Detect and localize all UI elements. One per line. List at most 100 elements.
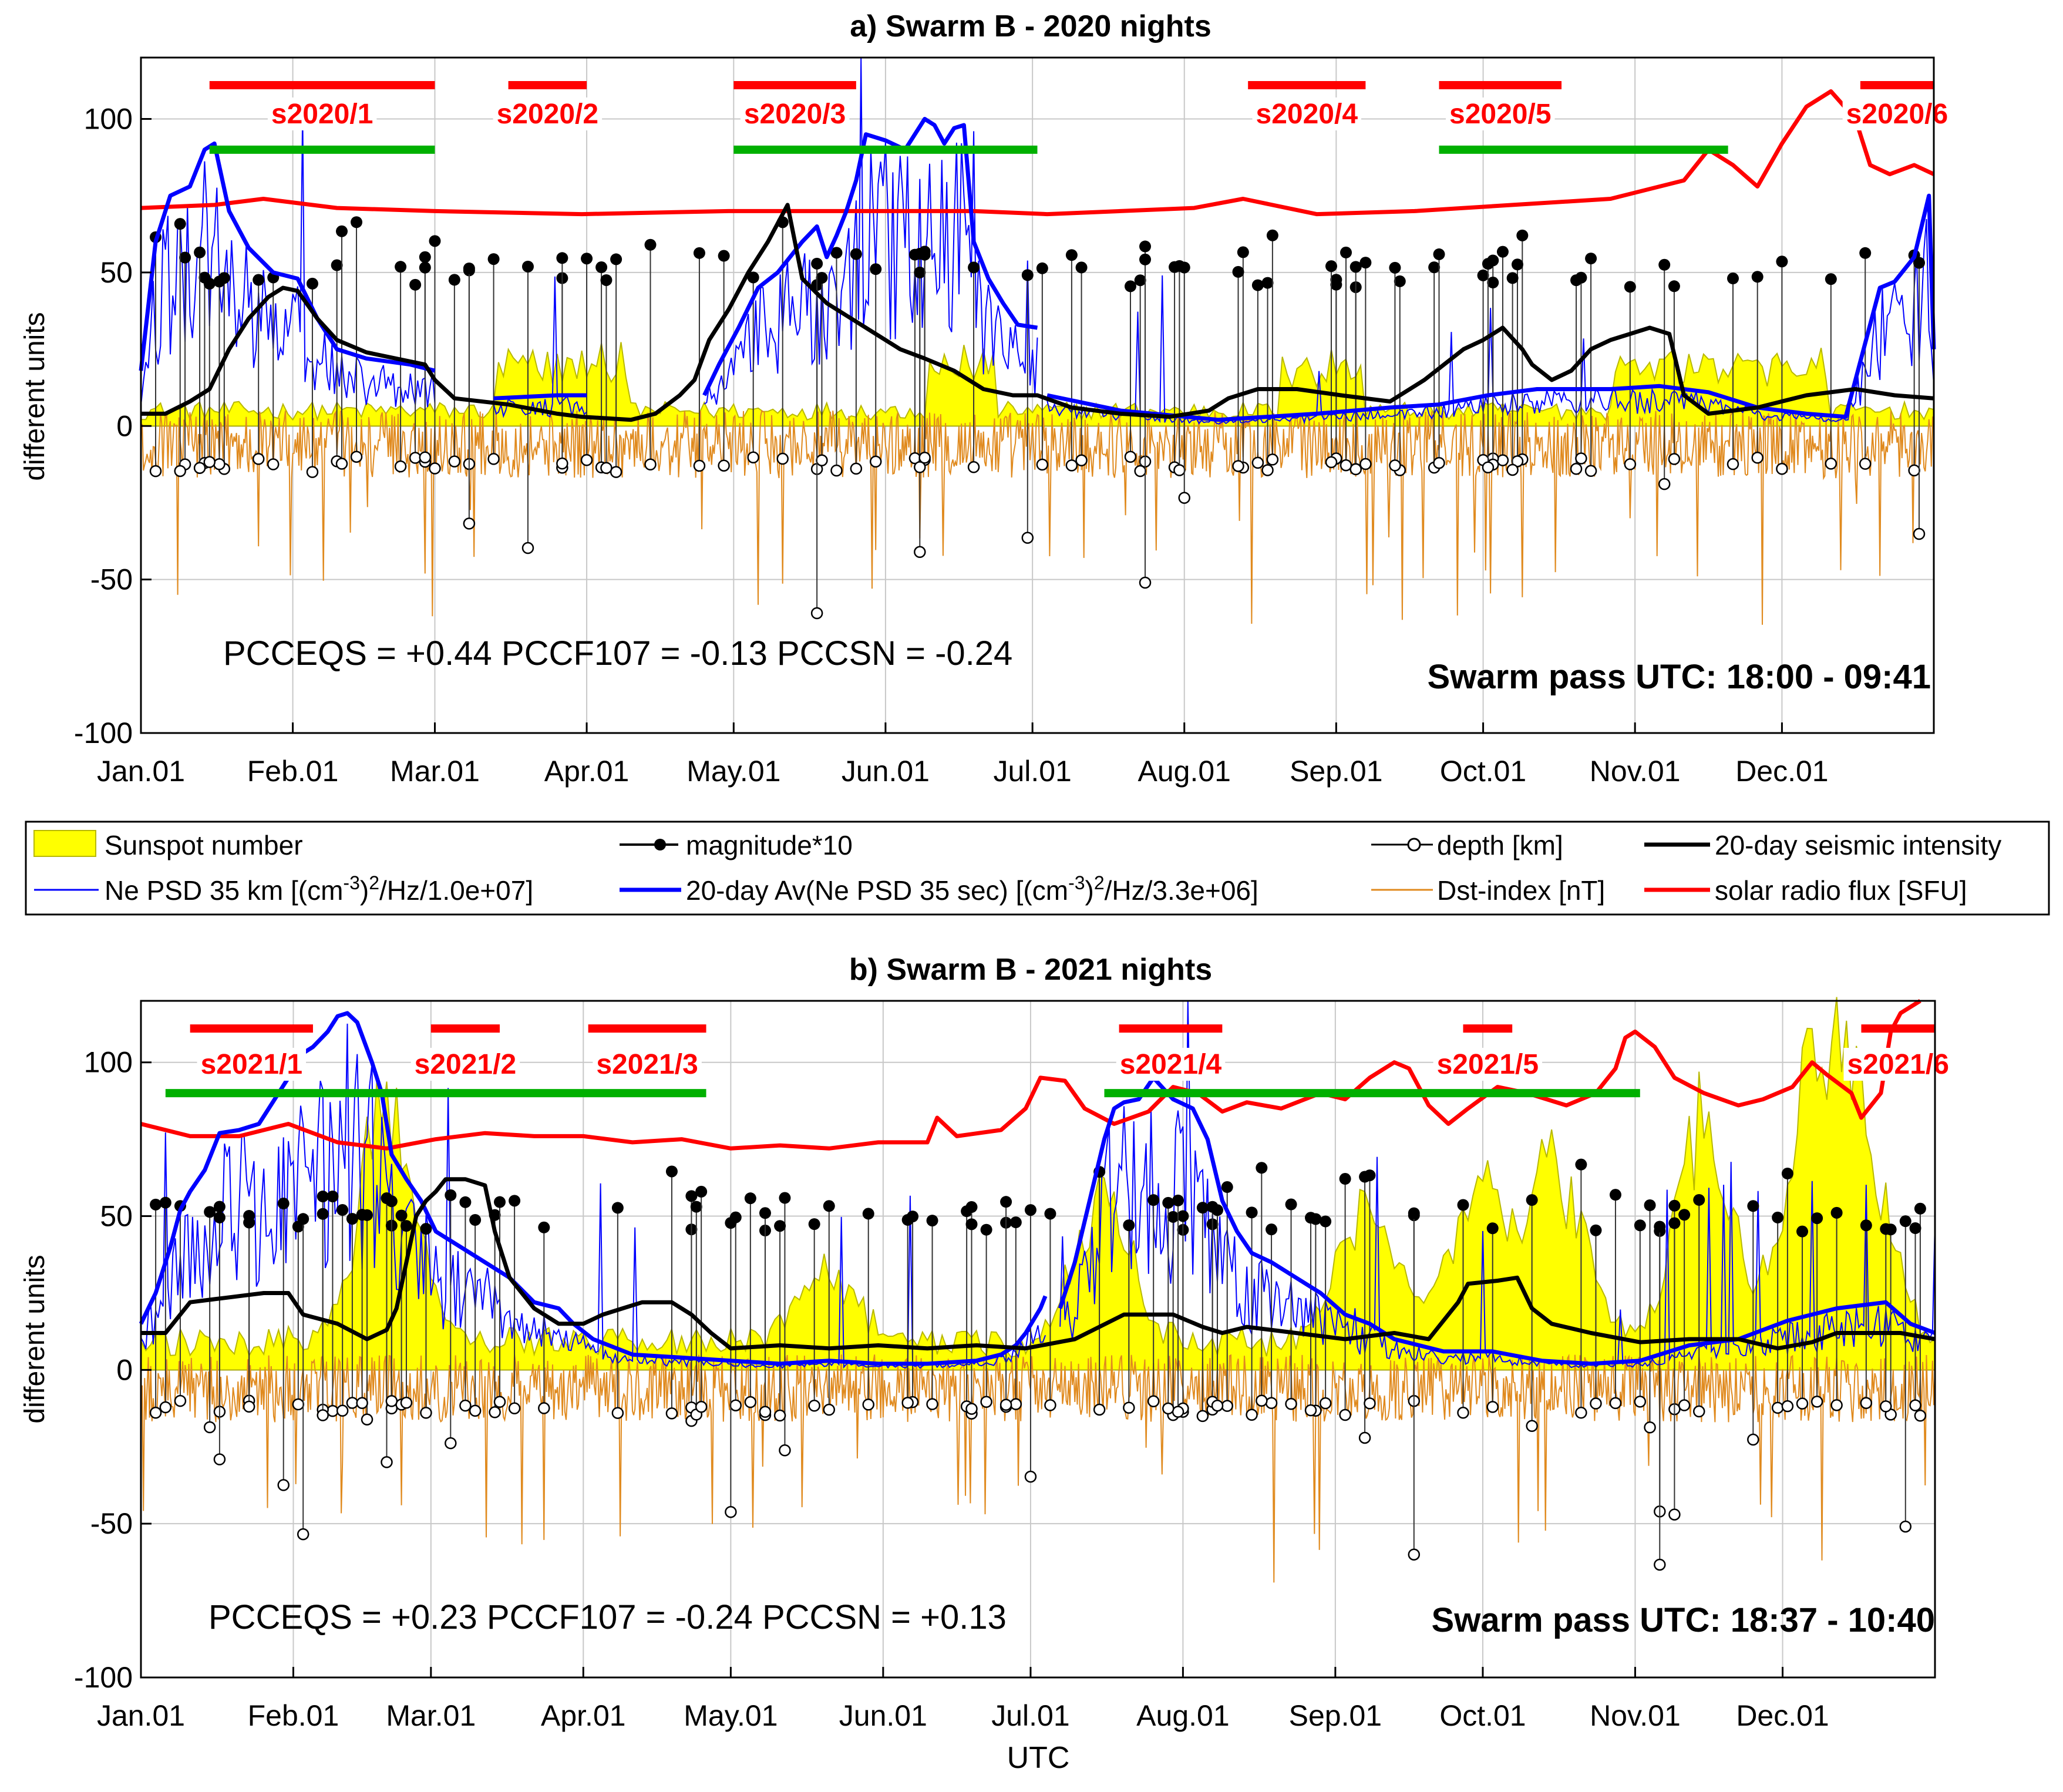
panel-b-magnitude-point bbox=[1221, 1181, 1233, 1193]
panel-b-magnitude-point bbox=[297, 1213, 309, 1225]
panel-b-depth-point bbox=[1644, 1421, 1656, 1434]
panel-a-depth-point bbox=[693, 459, 706, 472]
panel-b-depth-point bbox=[1358, 1431, 1371, 1444]
panel-b-depth-point bbox=[611, 1407, 624, 1419]
panel-a-magnitude-point bbox=[1075, 261, 1088, 274]
panel-b-magnitude-point bbox=[1860, 1219, 1872, 1232]
panel-a-magnitude-point bbox=[968, 261, 980, 274]
panel-b-depth-point bbox=[159, 1401, 172, 1414]
panel-a-magnitude-point bbox=[610, 253, 622, 265]
panel-a-axes-box bbox=[140, 56, 1935, 734]
panel-a-depth-point bbox=[918, 451, 931, 464]
panel-b-magnitude-point bbox=[1305, 1212, 1317, 1224]
panel-a-depth-point bbox=[1482, 461, 1495, 474]
panel-b-depth-point bbox=[277, 1479, 290, 1491]
panel-b-magnitude-point bbox=[1024, 1204, 1036, 1216]
panel-a-magnitude-point bbox=[409, 278, 422, 291]
panel-a-depth-point bbox=[487, 453, 500, 465]
panel-b-period-label-bg bbox=[197, 1048, 307, 1081]
panel-b-depth-point bbox=[489, 1406, 501, 1418]
panel-b-magnitude-point bbox=[1830, 1206, 1843, 1219]
panel-b-magnitude-point bbox=[356, 1209, 368, 1221]
panel-b-depth-point bbox=[346, 1397, 359, 1409]
panel-a-magnitude-point bbox=[1727, 273, 1739, 285]
panel-a-magnitude-point bbox=[194, 246, 206, 258]
panel-b-magnitude-point bbox=[445, 1189, 457, 1201]
panel-a-depth-point bbox=[1668, 453, 1681, 465]
panel-b-magnitude-point bbox=[336, 1204, 349, 1216]
panel-b-magnitude-point bbox=[1172, 1194, 1184, 1206]
panel-a-magnitude-point bbox=[1261, 277, 1274, 289]
panel-a-magnitude-point bbox=[419, 251, 431, 263]
panel-b-magnitude-point bbox=[1339, 1173, 1351, 1185]
panel-a-depth-point bbox=[1825, 458, 1837, 470]
panel-b-magnitude-point bbox=[1747, 1200, 1759, 1212]
panel-a-depth-point bbox=[394, 460, 407, 473]
panel-a-magnitude-point bbox=[1036, 262, 1048, 274]
panel-b-magnitude-point bbox=[1256, 1162, 1268, 1174]
panel-b-period-label: s2021/5 bbox=[1437, 1049, 1539, 1080]
panel-a-depth-point bbox=[914, 546, 926, 559]
panel-b-x-tick-label: Apr.01 bbox=[541, 1699, 626, 1732]
panel-b-depth-point bbox=[1771, 1401, 1784, 1414]
panel-b-period-label: s2021/4 bbox=[1120, 1049, 1222, 1080]
panel-b-magnitude-point bbox=[926, 1215, 938, 1227]
panel-a-period-label: s2020/5 bbox=[1449, 99, 1552, 130]
panel-a-magnitude-point bbox=[1359, 257, 1372, 269]
panel-b-magnitude-point bbox=[665, 1165, 678, 1178]
panel-a-depth-point bbox=[1325, 456, 1338, 469]
panel-b-x-tick-label: May.01 bbox=[684, 1699, 778, 1732]
panel-a-x-tick-label: May.01 bbox=[686, 755, 780, 788]
panel-a-depth-point bbox=[718, 459, 730, 472]
panel-b-magnitude-point bbox=[779, 1192, 791, 1204]
panel-a-magnitude-point bbox=[174, 218, 186, 230]
panel-b-magnitude-point bbox=[1196, 1202, 1209, 1214]
panel-a-depth-point bbox=[1570, 463, 1583, 475]
panel-b: b) Swarm B - 2021 nights different units… bbox=[19, 953, 1953, 1732]
panel-b-magnitude-point bbox=[213, 1201, 226, 1213]
panel-b-depth-point bbox=[292, 1398, 305, 1411]
panel-a-depth-point bbox=[1134, 465, 1146, 478]
panel-b-magnitude-point bbox=[213, 1211, 226, 1223]
panel-a-magnitude-point bbox=[830, 247, 843, 259]
panel-a-depth-point bbox=[1584, 465, 1597, 478]
panel-b-title: b) Swarm B - 2021 nights bbox=[849, 953, 1212, 987]
panel-a-magnitude-point bbox=[395, 261, 407, 273]
panel-a-depth-point bbox=[203, 456, 216, 468]
panel-b-magnitude-point bbox=[1000, 1196, 1012, 1208]
panel-a-depth-point bbox=[149, 465, 162, 478]
panel-a-ne-avg-line bbox=[493, 393, 587, 401]
legend-magnitude: magnitude*10 bbox=[686, 830, 853, 860]
panel-a-depth-point bbox=[1913, 527, 1926, 540]
panel-a-depth-point bbox=[448, 455, 461, 468]
panel-a-magnitude-point bbox=[1139, 240, 1152, 253]
panel-b-depth-point bbox=[1634, 1396, 1647, 1408]
panel-b-magnitude-point bbox=[1246, 1206, 1258, 1219]
panel-a-magnitude-point bbox=[811, 257, 823, 270]
panel-b-magnitude-point bbox=[1211, 1204, 1223, 1216]
panel-b-depth-point bbox=[1668, 1508, 1681, 1521]
panel-a-earthquake-stems bbox=[149, 216, 1926, 620]
panel-b-period-label-bg bbox=[410, 1048, 520, 1081]
panel-b-magnitude-point bbox=[204, 1206, 216, 1218]
panel-a-magnitude-point bbox=[1021, 269, 1034, 281]
panel-b-depth-point bbox=[779, 1444, 791, 1457]
panel-b-depth-point bbox=[744, 1396, 757, 1408]
panel-b-magnitude-point bbox=[346, 1213, 358, 1225]
panel-a-depth-point bbox=[174, 465, 186, 478]
panel-b-depth-point bbox=[1256, 1394, 1268, 1407]
panel-b-magnitude-point bbox=[1654, 1221, 1666, 1233]
panel-a-period-label-bg bbox=[1446, 97, 1555, 130]
panel-b-depth-point bbox=[381, 1456, 393, 1468]
panel-b-depth-point bbox=[1147, 1395, 1160, 1407]
panel-a-y-tick-label: 0 bbox=[116, 409, 133, 442]
panel-a-depth-point bbox=[1021, 532, 1034, 544]
panel-b-magnitude-point bbox=[744, 1192, 756, 1205]
panel-a-depth-point bbox=[1727, 458, 1739, 470]
legend-ne-psd: Ne PSD 35 km [(cm-3)2/Hz/1.0e+07] bbox=[105, 872, 533, 906]
panel-b-period-label: s2021/6 bbox=[1847, 1049, 1949, 1080]
panel-a-depth-point bbox=[419, 451, 432, 463]
panel-b-x-tick-label: Mar.01 bbox=[386, 1699, 476, 1732]
panel-b-ylabel: different units bbox=[19, 1255, 51, 1423]
legend-seismic: 20-day seismic intensity bbox=[1715, 830, 2001, 860]
